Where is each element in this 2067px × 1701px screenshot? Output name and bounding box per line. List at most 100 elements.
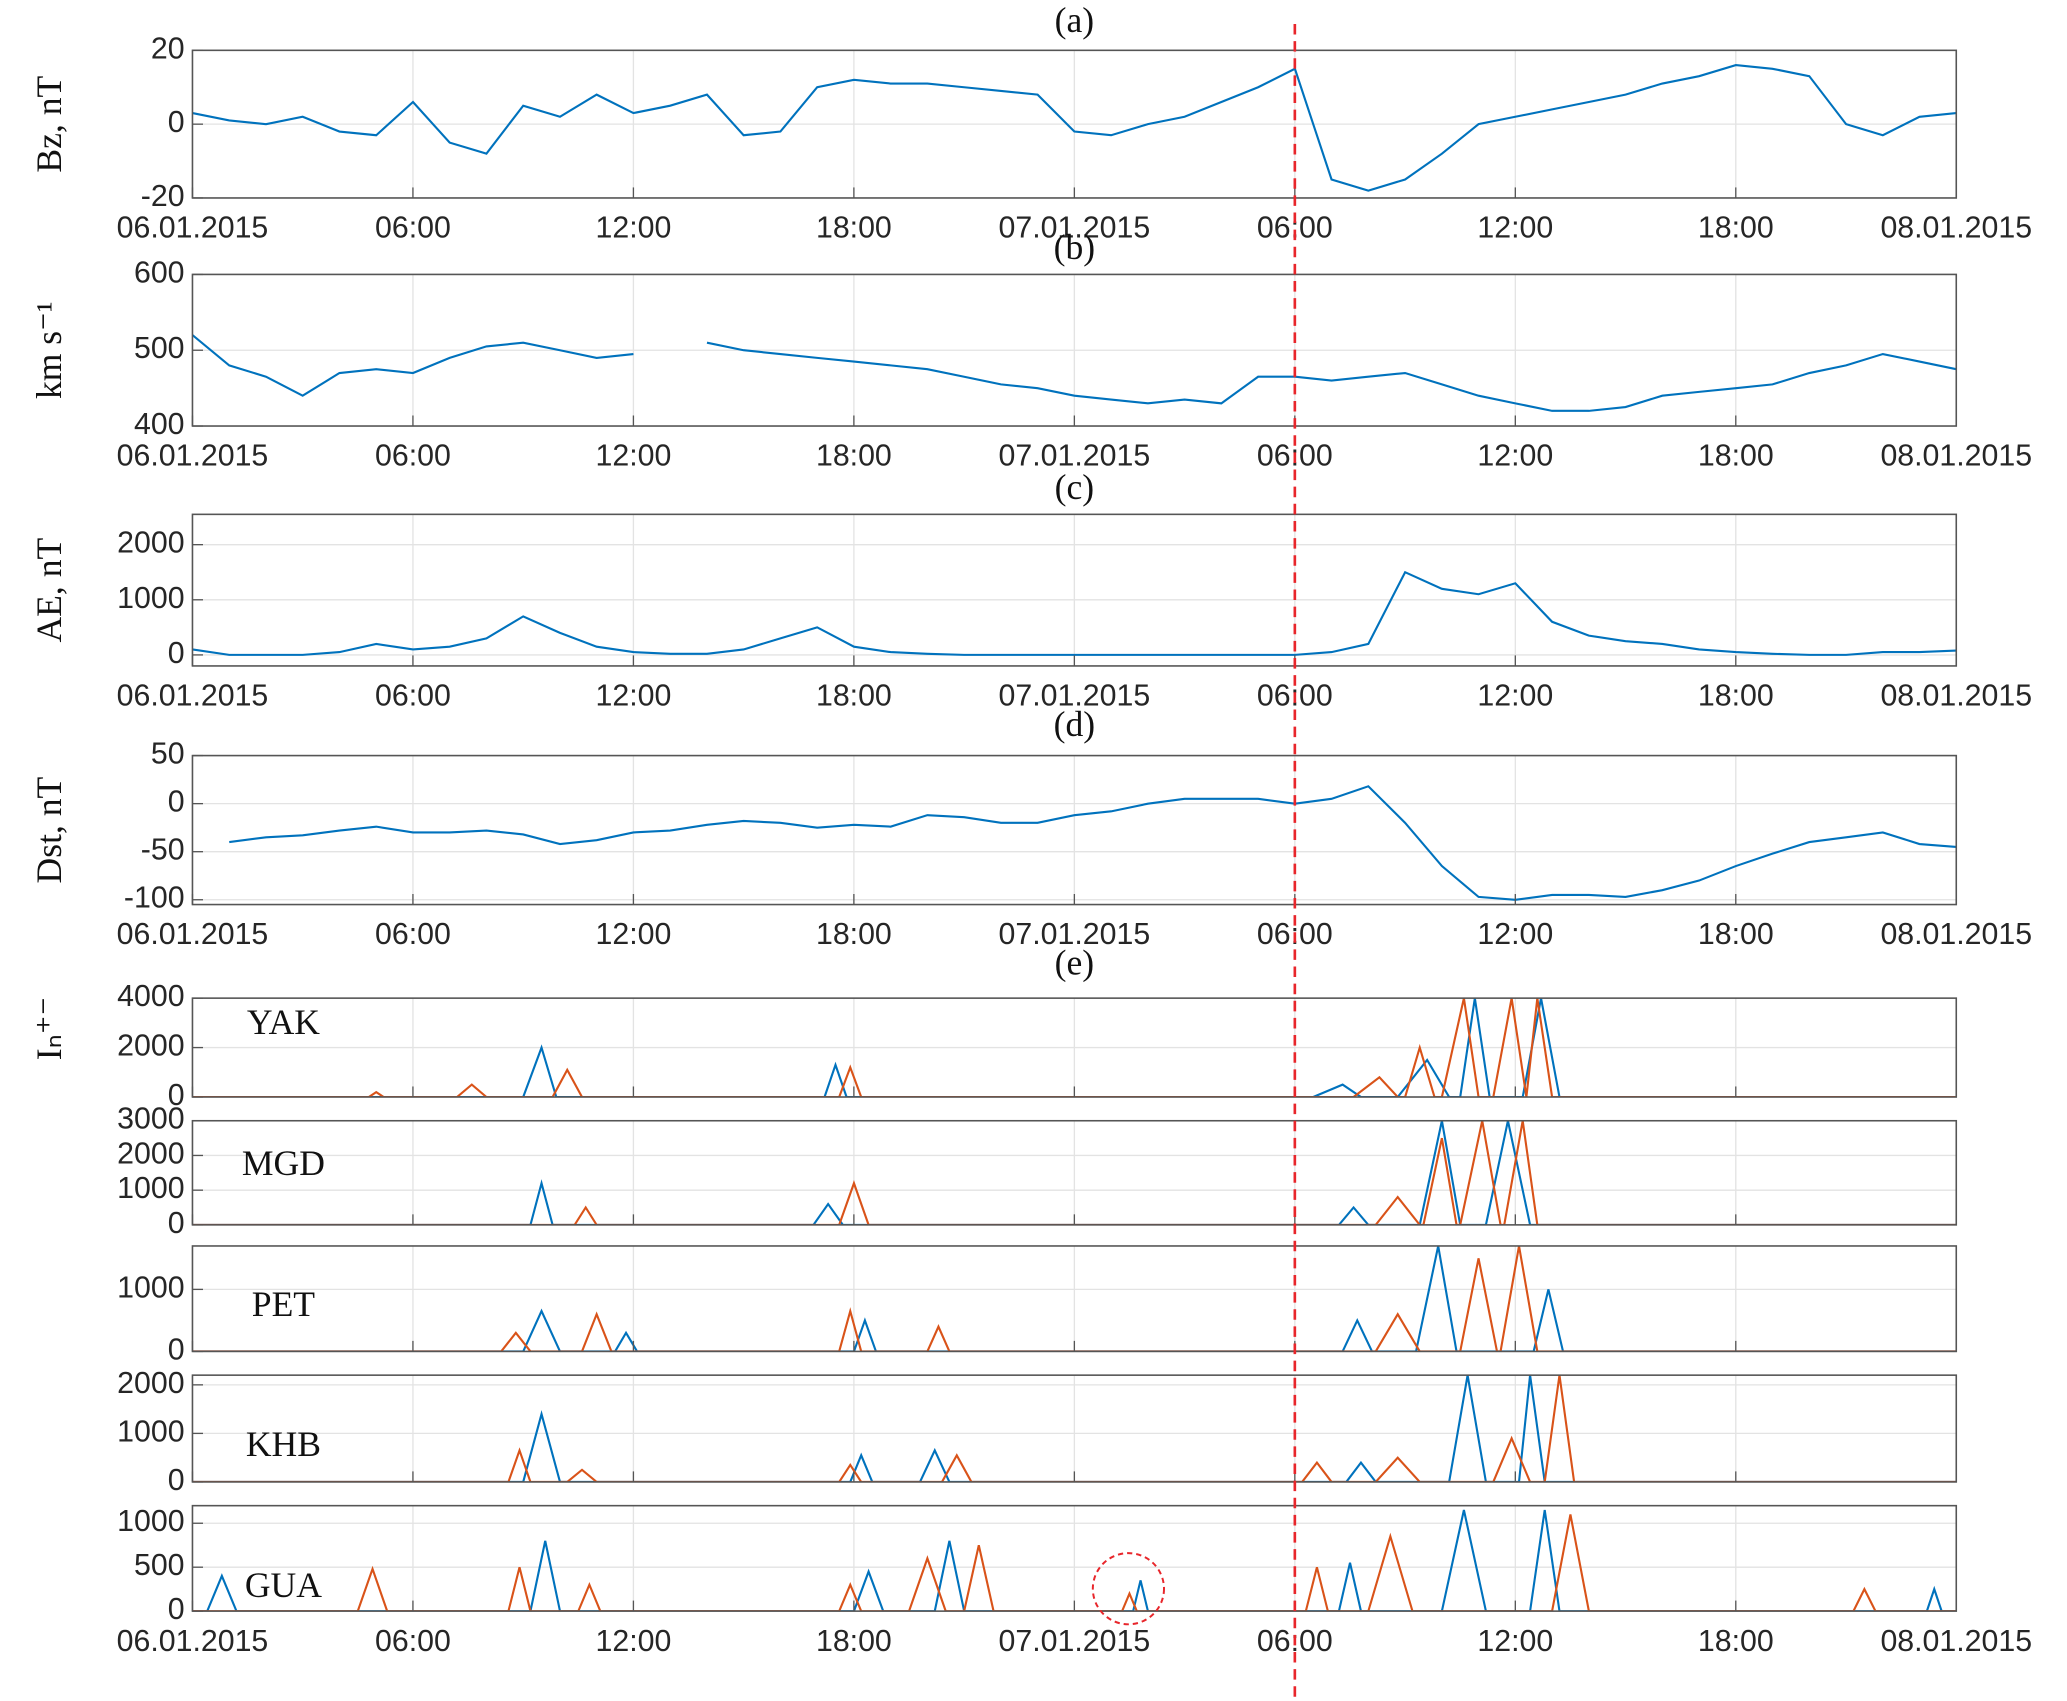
- y-tick-label: 2000: [117, 1367, 184, 1400]
- x-tick-label: 12:00: [1477, 680, 1553, 713]
- x-tick-label: 18:00: [816, 680, 892, 713]
- plot-frame: [191, 1504, 1958, 1612]
- plot-frame: [191, 273, 1958, 427]
- x-tick-label: 08.01.2015: [1880, 212, 2032, 245]
- data-line: [229, 785, 1957, 901]
- x-tick-label: 08.01.2015: [1880, 1625, 2032, 1658]
- x-tick-label: 07.01.2015: [999, 440, 1151, 473]
- data-line: [192, 1120, 1957, 1225]
- plot-frame: [191, 1245, 1958, 1353]
- station-label: MGD: [242, 1143, 325, 1183]
- y-tick-label: 0: [168, 1207, 185, 1240]
- x-tick-label: 18:00: [1698, 680, 1774, 713]
- x-tick-label: 06:00: [375, 1625, 451, 1658]
- plot-frame: [191, 754, 1958, 906]
- x-tick-label: 08.01.2015: [1880, 440, 2032, 473]
- y-tick-label: 50: [151, 738, 185, 771]
- x-tick-label: 18:00: [816, 918, 892, 951]
- panel-title: (d): [1054, 704, 1096, 744]
- data-line: [192, 1245, 1957, 1352]
- x-tick-label: 18:00: [816, 212, 892, 245]
- highlight-circle: [1091, 1552, 1165, 1626]
- x-tick-label: 18:00: [816, 1625, 892, 1658]
- x-tick-label: 08.01.2015: [1880, 918, 2032, 951]
- y-tick-label: 1000: [117, 1172, 184, 1205]
- y-tick-label: 20: [151, 32, 185, 65]
- x-tick-label: 07.01.2015: [999, 680, 1151, 713]
- data-line: [192, 998, 1957, 1098]
- y-tick-label: -50: [141, 834, 185, 867]
- panel-title: (c): [1055, 467, 1095, 507]
- y-tick-label: 4000: [117, 980, 184, 1013]
- data-line: [192, 1509, 1957, 1612]
- x-tick-label: 06:00: [375, 212, 451, 245]
- x-tick-label: 12:00: [1477, 212, 1553, 245]
- data-line: [192, 1514, 1957, 1612]
- y-tick-label: 3000: [117, 1103, 184, 1136]
- x-tick-label: 18:00: [1698, 918, 1774, 951]
- y-tick-label: -100: [124, 882, 185, 915]
- panel-title: (e): [1055, 943, 1095, 983]
- data-line: [192, 1375, 1957, 1482]
- x-tick-label: 12:00: [596, 1625, 672, 1658]
- y-tick-label: 0: [168, 1333, 185, 1366]
- x-tick-label: 06:00: [375, 440, 451, 473]
- plot-frame: [191, 49, 1958, 199]
- y-tick-label: 2000: [117, 527, 184, 560]
- station-label: PET: [252, 1284, 316, 1324]
- station-label: KHB: [246, 1424, 321, 1464]
- y-tick-label: 1000: [117, 1505, 184, 1538]
- x-tick-label: 18:00: [1698, 1625, 1774, 1658]
- panel-title: (b): [1054, 227, 1096, 267]
- y-tick-label: 1000: [117, 582, 184, 615]
- panel-title: (a): [1055, 0, 1095, 40]
- y-tick-label: 500: [134, 332, 185, 365]
- y-tick-label: 0: [168, 1593, 185, 1626]
- y-tick-label: 0: [168, 786, 185, 819]
- station-label: GUA: [245, 1565, 322, 1605]
- y-tick-label: 0: [168, 637, 185, 670]
- y-tick-label: 2000: [117, 1030, 184, 1063]
- x-tick-label: 07.01.2015: [999, 1625, 1151, 1658]
- plot-frame: [191, 997, 1958, 1098]
- y-tick-label: 500: [134, 1549, 185, 1582]
- y-tick-label: 2000: [117, 1137, 184, 1170]
- x-tick-label: 06:00: [375, 680, 451, 713]
- x-tick-label: 06.01.2015: [117, 212, 269, 245]
- plot-frame: [191, 1119, 1958, 1226]
- x-tick-label: 12:00: [1477, 1625, 1553, 1658]
- x-tick-label: 06:00: [375, 918, 451, 951]
- x-tick-label: 12:00: [1477, 918, 1553, 951]
- plot-frame: [191, 1374, 1958, 1483]
- y-tick-label: 0: [168, 106, 185, 139]
- x-tick-label: 12:00: [1477, 440, 1553, 473]
- plot-frame: [191, 513, 1958, 667]
- x-tick-label: 12:00: [596, 440, 672, 473]
- y-tick-label: 400: [134, 408, 185, 441]
- x-tick-label: 06.01.2015: [117, 680, 269, 713]
- y-axis-label: Bz, nT: [29, 75, 69, 172]
- data-line: [192, 64, 1957, 192]
- x-tick-label: 06.01.2015: [117, 918, 269, 951]
- station-label: YAK: [247, 1002, 320, 1042]
- y-tick-label: 1000: [117, 1271, 184, 1304]
- x-tick-label: 12:00: [596, 680, 672, 713]
- x-tick-label: 08.01.2015: [1880, 680, 2032, 713]
- y-tick-label: 1000: [117, 1415, 184, 1448]
- x-tick-label: 18:00: [1698, 440, 1774, 473]
- y-tick-label: -20: [141, 180, 185, 213]
- y-tick-label: 0: [168, 1079, 185, 1112]
- x-tick-label: 06.01.2015: [117, 1625, 269, 1658]
- x-tick-label: 12:00: [596, 212, 672, 245]
- x-tick-label: 07.01.2015: [999, 918, 1151, 951]
- y-tick-label: 0: [168, 1464, 185, 1497]
- y-axis-label: Dst, nT: [29, 776, 69, 883]
- x-tick-label: 18:00: [816, 440, 892, 473]
- y-axis-label: Iₙ⁺⁻: [29, 997, 69, 1061]
- x-tick-label: 18:00: [1698, 212, 1774, 245]
- x-tick-label: 06.01.2015: [117, 440, 269, 473]
- y-axis-label: km s⁻¹: [29, 301, 69, 399]
- data-line: [192, 334, 1957, 412]
